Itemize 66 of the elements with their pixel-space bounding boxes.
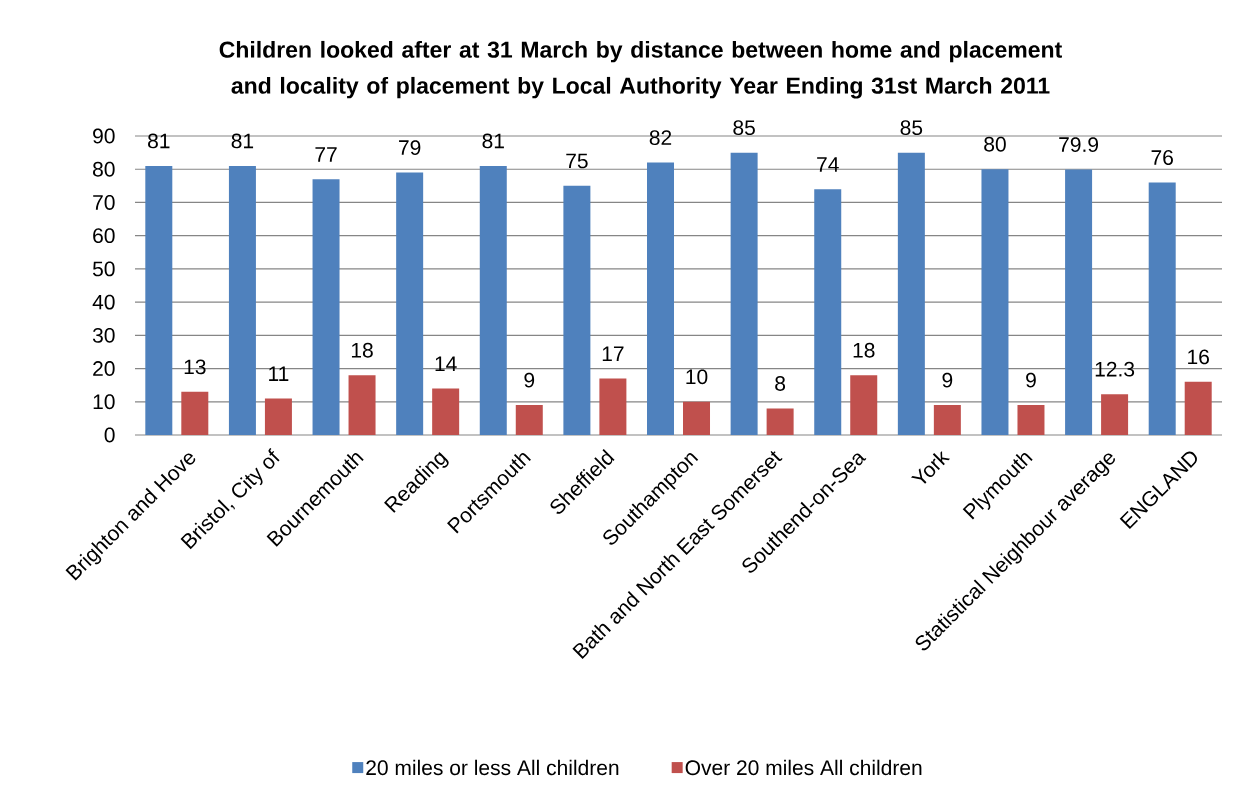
- bar: [396, 172, 424, 435]
- bar: [1065, 169, 1093, 435]
- data-label: 8: [775, 376, 786, 391]
- data-label: 18: [853, 342, 875, 358]
- data-label: 80: [984, 136, 1006, 152]
- bar: [432, 388, 460, 435]
- data-label: 10: [686, 369, 708, 385]
- y-tick-label: 80: [93, 161, 115, 177]
- y-tick-label: 90: [93, 128, 115, 144]
- bar: [850, 375, 878, 435]
- bar: [1184, 381, 1212, 435]
- data-label: 82: [649, 130, 672, 146]
- data-label: 77: [315, 147, 337, 162]
- data-label: 11: [269, 366, 289, 381]
- bar: [766, 408, 794, 435]
- bar: [264, 398, 292, 435]
- data-label: 13: [184, 359, 206, 375]
- data-label: 74: [817, 157, 839, 172]
- y-tick-label: 50: [92, 261, 115, 277]
- bar: [312, 179, 340, 435]
- legend-label: 20 miles or less All children: [366, 759, 619, 776]
- bar: [933, 405, 961, 435]
- data-label: 75: [566, 153, 588, 169]
- data-label: 17: [602, 346, 624, 361]
- data-label: 81: [231, 133, 254, 149]
- data-label: 12.3: [1095, 361, 1135, 377]
- data-label: 9: [524, 372, 535, 388]
- chart-title: Children looked after at 31 March by distance between home and placement and locality of placement by Local Authority Year Ending 31st March 2011: [219, 40, 1062, 99]
- data-label: 18: [351, 342, 373, 358]
- bar: [1017, 405, 1045, 435]
- data-label: 79: [399, 140, 421, 156]
- bar: [348, 375, 376, 435]
- bar: [599, 378, 627, 435]
- bar: [479, 165, 507, 435]
- y-tick-label: 20: [93, 361, 115, 376]
- bar: [683, 401, 711, 435]
- data-label: 16: [1188, 349, 1209, 365]
- bar: [981, 169, 1009, 435]
- bar: [647, 162, 675, 435]
- bar: [563, 185, 591, 435]
- data-label: 81: [482, 133, 504, 149]
- y-tick-label: 70: [93, 195, 115, 210]
- y-tick-label: 10: [93, 394, 115, 410]
- bar: [145, 165, 173, 435]
- bar: [897, 152, 925, 435]
- data-label: 79.9: [1059, 137, 1099, 153]
- bar: [1101, 394, 1129, 435]
- x-tick-label: York: [910, 451, 951, 484]
- data-label: 85: [733, 120, 755, 136]
- data-label: 9: [942, 372, 953, 388]
- bar: [181, 391, 209, 435]
- legend-label: Over 20 miles All children: [685, 759, 922, 776]
- data-label: 76: [1151, 150, 1173, 165]
- data-label: 9: [1026, 372, 1036, 388]
- y-tick-label: 0: [104, 427, 115, 443]
- bar: [515, 405, 543, 435]
- data-label: 14: [435, 356, 457, 371]
- data-label: 85: [900, 120, 923, 136]
- bar: [1148, 182, 1176, 435]
- bar: [228, 165, 256, 435]
- bar: [814, 189, 842, 435]
- bar: [730, 152, 758, 435]
- y-tick-label: 60: [93, 228, 115, 244]
- data-label: 81: [148, 133, 170, 149]
- y-tick-label: 30: [92, 327, 115, 343]
- y-tick-label: 40: [92, 294, 115, 310]
